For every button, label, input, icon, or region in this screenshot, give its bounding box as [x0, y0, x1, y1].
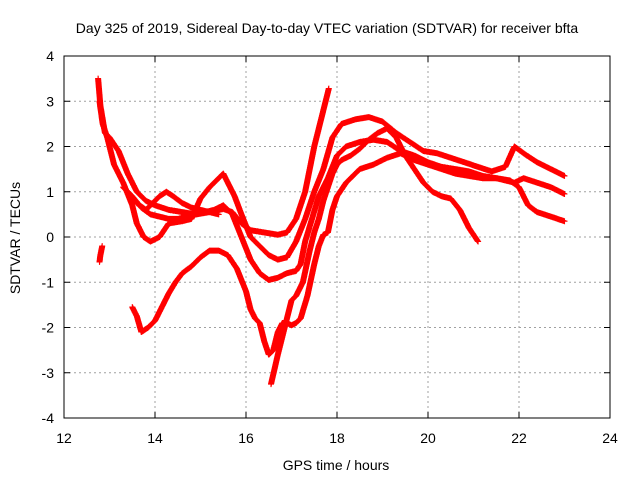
y-tick-label: 4 [46, 48, 54, 64]
x-tick-label: 12 [56, 430, 72, 446]
series-markers [120, 136, 568, 283]
series-markers [124, 188, 222, 218]
y-tick-label: 0 [46, 229, 54, 245]
series-markers [129, 150, 568, 358]
series-track-f [96, 243, 106, 265]
grid-lines [64, 56, 610, 418]
y-tick-label: 3 [46, 93, 54, 109]
x-tick-label: 22 [511, 430, 527, 446]
y-tick-label: -3 [42, 365, 55, 381]
series-track-g [124, 188, 222, 218]
series-track-e [120, 136, 568, 283]
plot-area [95, 75, 568, 388]
y-tick-label: 1 [46, 184, 54, 200]
y-axis-title: SDTVAR / TECUs [7, 182, 23, 294]
y-axis-ticks: -4 -3 -2 -1 0 1 2 3 4 [42, 48, 610, 426]
x-tick-label: 18 [329, 430, 345, 446]
y-tick-label: -1 [42, 274, 55, 290]
series-track-b [96, 98, 568, 263]
x-tick-label: 20 [420, 430, 436, 446]
series-markers [268, 125, 482, 388]
x-tick-label: 14 [147, 430, 163, 446]
series-markers [96, 243, 106, 265]
x-axis-ticks: 12 14 16 18 20 22 24 [56, 56, 618, 446]
y-tick-label: -4 [42, 410, 55, 426]
x-tick-label: 24 [602, 430, 618, 446]
x-tick-label: 16 [238, 430, 254, 446]
series-markers [96, 98, 568, 263]
series-track-d [268, 125, 482, 388]
x-axis-title: GPS time / hours [283, 457, 390, 473]
series-track-c [129, 150, 568, 358]
y-tick-label: 2 [46, 139, 54, 155]
chart-title: Day 325 of 2019, Sidereal Day-to-day VTE… [76, 20, 579, 36]
y-tick-label: -2 [42, 320, 55, 336]
